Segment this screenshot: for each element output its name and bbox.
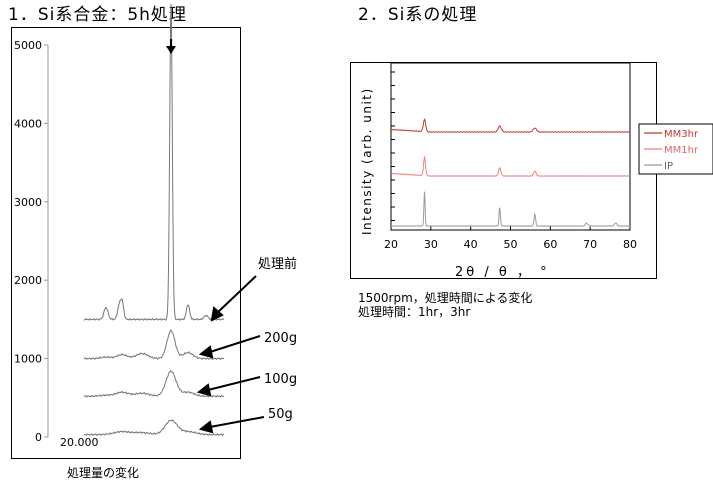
left-series-line-2 [83,370,225,398]
annot-arrowhead-0 [210,306,224,322]
x-tick-label-6: 80 [623,238,637,251]
legend-label-0: MM3hr [664,129,699,140]
annot-arrowhead-3 [198,420,214,434]
legend-label-1: MM1hr [664,145,699,156]
left-chart-frame [11,27,241,459]
x-axis-label: 2θ / θ ， ° [455,265,550,280]
right-caption-line1: 1500rpm，処理時間による変化 [358,291,533,305]
x-tick-label: 20.000 [60,436,99,449]
right-series-line-0 [390,118,631,133]
y-tick-label-0: 5000 [14,39,42,52]
legend-label-2: IP [664,161,673,172]
x-tick-label-1: 30 [424,238,438,251]
left-heading: 1．Si系合金：5h処理 [8,5,187,25]
y-tick-label-3: 2000 [14,274,42,287]
series-label-3: 50g [268,407,293,422]
y-tick-label-5: 0 [35,431,42,444]
x-tick-label-5: 70 [583,238,597,251]
y-tick-label-1: 4000 [14,117,42,130]
series-label-0: 処理前 [258,256,297,272]
x-tick-label-3: 50 [504,238,518,251]
right-series-line-2 [390,191,631,227]
x-tick-label-0: 20 [384,238,398,251]
left-series-line-1 [83,329,225,361]
annot-arrowhead-2 [196,383,212,397]
annot-arrowhead-1 [198,345,214,359]
right-series-line-1 [390,155,631,177]
peak-arrow-icon [166,39,176,54]
right-heading: 2．Si系の処理 [358,5,478,25]
right-chart: 20 30 40 50 60 70 80 Intensity (arb. unit) 2θ … [360,62,713,280]
left-caption: 処理量の変化 [67,466,140,480]
y-axis-label: Intensity (arb. unit) [360,87,374,235]
y-tick-label-4: 1000 [14,353,42,366]
left-series-line-0 [83,3,225,321]
x-tick-label-2: 40 [464,238,478,251]
x-tick-label-4: 60 [543,238,557,251]
legend: MM3hr MM1hr IP [638,123,713,175]
left-series-line-3 [83,419,225,437]
right-caption-line2: 処理時間：1hr，3hr [358,305,471,319]
series-label-2: 100g [264,372,297,387]
y-tick-label-2: 3000 [14,196,42,209]
series-label-1: 200g [264,331,297,346]
